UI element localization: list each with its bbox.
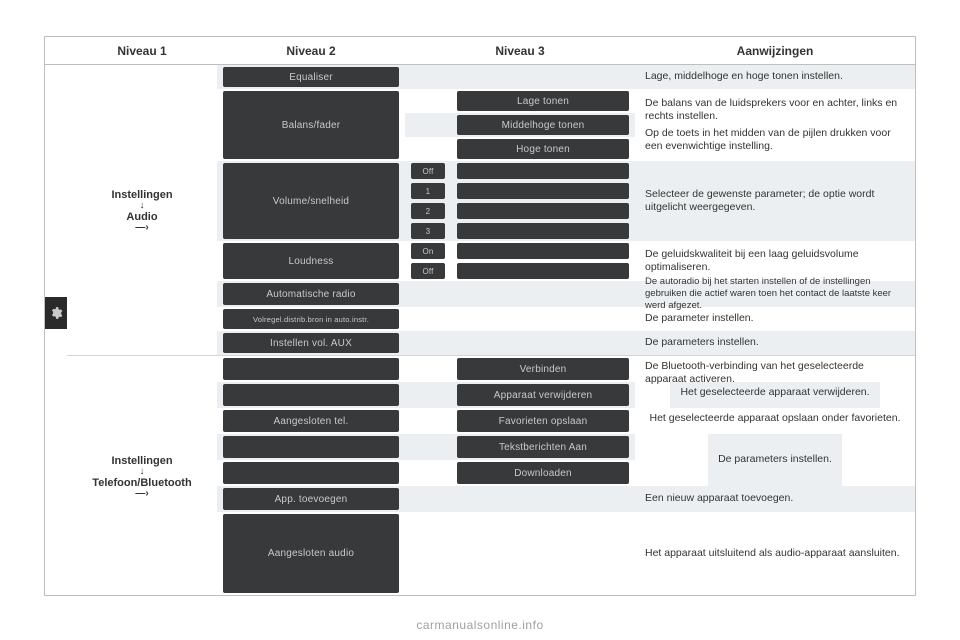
lvl1-bluetooth: Instellingen ↓ Telefoon/Bluetooth —› [67,356,217,595]
row-volume: Volume/snelheid Off 1 2 3 Selecteer de g… [217,161,915,241]
desc-favorieten: Het geselecteerde apparaat opslaan onder… [639,408,910,434]
row-autoradio: Automatische radio De autoradio bij het … [217,281,915,307]
arrow-down-icon: ↓ [140,469,145,475]
bluetooth-group: Instellingen ↓ Telefoon/Bluetooth —› Aan… [67,355,915,595]
btn-hoge-tonen[interactable]: Hoge tonen [457,139,629,159]
row-balans: Balans/fader Lage tonen Middelhoge tonen… [217,89,915,161]
btn-downloaden[interactable]: Downloaden [457,462,629,484]
desc-loudness: De geluidskwaliteit bij een laag geluids… [635,241,915,281]
btn-vol-1[interactable]: 1 [411,183,445,199]
btn-verwijderen[interactable]: Apparaat verwijderen [457,384,629,406]
audio-group: Instellingen ↓ Audio —› Equaliser Lage, … [67,65,915,355]
arrow-down-icon: ↓ [140,203,145,209]
desc-equaliser: Lage, middelhoge en hoge tonen instellen… [635,65,915,89]
btn-verbinden[interactable]: Verbinden [457,358,629,380]
desc-verbinden: De Bluetooth-verbinding van het geselect… [635,356,915,382]
table-header: Niveau 1 Niveau 2 Niveau 3 Aanwijzingen [45,37,915,65]
btn-vol-distrib[interactable]: Volregel.distrib.bron in auto.instr. [223,309,399,329]
header-l3: Niveau 3 [405,37,635,65]
btn-add-device[interactable]: App. toevoegen [223,488,399,510]
row-equaliser: Equaliser Lage, middelhoge en hoge tonen… [217,65,915,89]
watermark: carmanualsonline.info [0,618,960,632]
btn-balans[interactable]: Balans/fader [223,91,399,159]
desc-add-device: Een nieuw apparaat toevoegen. [635,486,915,512]
btn-volume[interactable]: Volume/snelheid [223,163,399,239]
side-tab [45,65,67,595]
row-vol-distrib: Volregel.distrib.bron in auto.instr. De … [217,307,915,331]
btn-loud-on[interactable]: On [411,243,445,259]
desc-vol-aux: De parameters instellen. [635,331,915,355]
gear-icon [45,297,67,329]
settings-table: Niveau 1 Niveau 2 Niveau 3 Aanwijzingen … [44,36,916,596]
desc-autoradio: De autoradio bij het starten instellen o… [635,281,915,307]
btn-equaliser[interactable]: Equaliser [223,67,399,87]
lvl1-bt-top: Instellingen [111,455,172,467]
row-connected-tel: Aangesloten tel. Verbinden Apparaat verw… [217,356,915,486]
btn-connected-audio[interactable]: Aangesloten audio [223,514,399,593]
btn-connected-tel[interactable]: Aangesloten tel. [223,410,399,432]
arrow-right-icon: —› [135,491,148,497]
row-connected-audio: Aangesloten audio Het apparaat uitsluite… [217,512,915,595]
desc-balans-1: De balans van de luidsprekers voor en ac… [645,97,905,123]
btn-autoradio[interactable]: Automatische radio [223,283,399,305]
desc-params: De parameters instellen. [708,434,842,486]
btn-favorieten[interactable]: Favorieten opslaan [457,410,629,432]
desc-balans-2: Op de toets in het midden van de pijlen … [645,127,905,153]
header-desc: Aanwijzingen [635,37,915,65]
btn-tekstberichten[interactable]: Tekstberichten Aan [457,436,629,458]
btn-vol-off[interactable]: Off [411,163,445,179]
header-l2: Niveau 2 [217,37,405,65]
row-add-device: App. toevoegen Een nieuw apparaat toevoe… [217,486,915,512]
row-loudness: Loudness On Off De geluidskwaliteit bij … [217,241,915,281]
lvl1-bt-mid: Telefoon/Bluetooth [92,477,191,489]
desc-verwijderen: Het geselecteerde apparaat verwijderen. [670,382,879,408]
btn-loudness[interactable]: Loudness [223,243,399,279]
header-l1: Niveau 1 [67,37,217,65]
lvl1-audio: Instellingen ↓ Audio —› [67,65,217,355]
desc-volume: Selecteer de gewenste parameter; de opti… [635,161,915,241]
btn-vol-3[interactable]: 3 [411,223,445,239]
btn-loud-off[interactable]: Off [411,263,445,279]
arrow-right-icon: —› [135,225,148,231]
desc-vol-distrib: De parameter instellen. [635,307,915,331]
btn-vol-aux[interactable]: Instellen vol. AUX [223,333,399,353]
btn-middelhoge-tonen[interactable]: Middelhoge tonen [457,115,629,135]
row-vol-aux: Instellen vol. AUX De parameters instell… [217,331,915,355]
desc-connected-audio: Het apparaat uitsluitend als audio-appar… [635,512,915,595]
btn-vol-2[interactable]: 2 [411,203,445,219]
btn-lage-tonen[interactable]: Lage tonen [457,91,629,111]
